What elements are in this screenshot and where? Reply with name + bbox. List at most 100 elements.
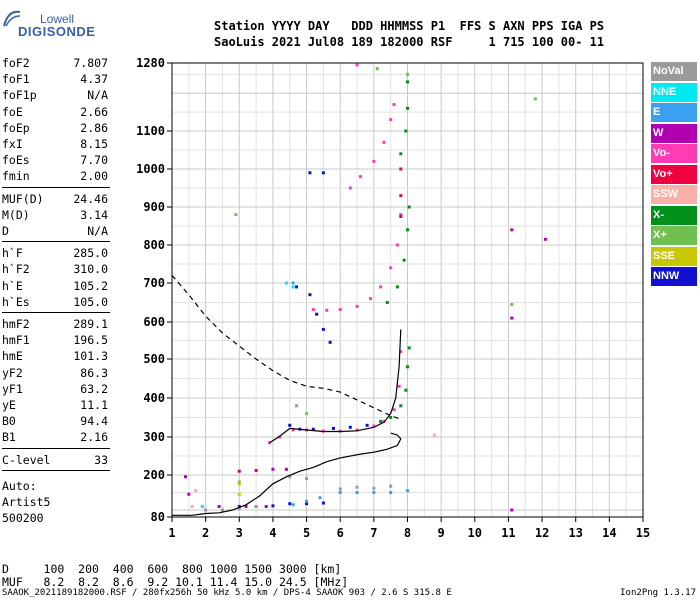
echo-point: [264, 505, 268, 508]
param-separator: [2, 469, 110, 471]
y-tick-label: 900: [143, 200, 165, 214]
echo-point: [237, 506, 241, 510]
x-tick-label: 1: [168, 526, 175, 540]
param-separator: [2, 241, 110, 243]
autoscaling-line: Artist5: [2, 495, 51, 509]
param-label: B1: [2, 430, 16, 445]
param-value: 94.4: [80, 414, 108, 429]
x-tick-label: 11: [501, 526, 515, 540]
param-label: foE: [2, 104, 23, 119]
echo-point: [194, 489, 198, 493]
x-tick-label: 6: [337, 526, 344, 540]
x-tick-label: 13: [568, 526, 582, 540]
footer-version: Ion2Png 1.3.17: [620, 588, 696, 598]
echo-point: [372, 159, 376, 163]
y-tick-label: 800: [143, 238, 165, 252]
echo-point: [288, 475, 292, 479]
logo-digisonde-text: DIGISONDE: [18, 24, 96, 39]
param-label: foEs: [2, 153, 30, 168]
echo-point: [268, 441, 272, 445]
param-label: foF2: [2, 56, 30, 70]
echo-point: [372, 486, 376, 490]
x-tick-label: 9: [438, 526, 445, 540]
legend-item-ssw: SSW: [651, 185, 697, 204]
echo-point: [382, 419, 386, 423]
echo-point: [407, 205, 411, 209]
echo-point: [321, 429, 325, 433]
muf-distance-row: D 100 200 400 600 800 1000 1500 3000 [km…: [2, 562, 342, 576]
param-value: 7.70: [80, 153, 108, 168]
param-value: 2.00: [80, 169, 108, 184]
legend-item-vo-plus: Vo+: [651, 164, 697, 184]
param-value: 24.46: [73, 191, 108, 206]
autoscaling-line: Auto:: [2, 478, 37, 493]
echo-point: [406, 228, 409, 232]
echo-point: [355, 304, 359, 308]
echo-point: [271, 467, 275, 471]
echo-point: [389, 266, 393, 270]
echo-point: [321, 327, 325, 331]
param-label: MUF(D): [2, 191, 44, 206]
echo-point: [365, 423, 369, 427]
echo-point: [389, 491, 393, 494]
echo-point: [308, 171, 312, 175]
echo-point: [355, 63, 359, 67]
param-label: hmF2: [2, 317, 30, 331]
param-label: hmF1: [2, 333, 30, 348]
echo-point: [311, 427, 315, 431]
footer-file-info: SAAOK_2021189182000.RSF / 280fx256h 50 k…: [2, 588, 452, 598]
param-value: N/A: [87, 88, 108, 103]
echo-point: [379, 285, 383, 289]
echo-point: [543, 237, 547, 241]
param-separator: [2, 447, 110, 449]
logo-lowell-text: Lowell: [40, 12, 75, 26]
echo-point: [404, 388, 408, 392]
x-tick-label: 5: [303, 526, 310, 540]
param-value: 289.1: [73, 317, 108, 331]
echo-point: [399, 167, 403, 171]
legend-item-x-plus: X+: [651, 226, 697, 245]
param-label: yF2: [2, 365, 23, 380]
echo-point: [321, 501, 325, 505]
param-row-foep: foEp 2.86: [2, 121, 108, 137]
param-value: 7.807: [73, 56, 108, 70]
echo-point: [190, 505, 194, 508]
param-row-hf2: h`F2 310.0: [2, 262, 108, 278]
param-label: yE: [2, 398, 16, 412]
echo-point: [305, 428, 309, 432]
param-value: 105.2: [73, 278, 108, 293]
param-separator: [2, 186, 110, 188]
param-label: h`E: [2, 278, 23, 293]
echo-point: [432, 433, 436, 437]
echo-point: [254, 505, 258, 508]
echo-point: [407, 346, 411, 350]
echo-point: [237, 480, 241, 484]
param-row-fxi: fxI 8.15: [2, 137, 108, 153]
y-tick-label: 600: [143, 315, 165, 329]
echo-point: [348, 425, 352, 429]
echo-point: [311, 308, 315, 312]
param-label: hmE: [2, 349, 23, 364]
echo-point: [288, 423, 292, 427]
echo-point: [395, 243, 399, 247]
param-value: 86.3: [80, 365, 108, 380]
profile-line-dashed: [171, 275, 402, 420]
param-label: fmin: [2, 169, 30, 184]
echo-point: [244, 505, 248, 508]
echo-point: [406, 80, 409, 84]
param-value: 2.16: [80, 430, 108, 445]
echo-point: [291, 285, 295, 289]
echo-point: [368, 297, 372, 301]
echo-point: [294, 285, 298, 289]
echo-point: [187, 492, 191, 496]
legend-item-w: W: [651, 123, 697, 143]
y-tick-label: 300: [143, 430, 165, 444]
echo-point: [237, 492, 241, 496]
echo-point: [220, 508, 224, 512]
echo-point: [379, 419, 383, 423]
echo-point: [355, 485, 359, 489]
param-row-md: M(D) 3.14: [2, 208, 108, 224]
param-value: 8.15: [80, 137, 108, 151]
param-label: fxI: [2, 137, 23, 151]
param-row-hmf1: hmF1 196.5: [2, 333, 108, 349]
